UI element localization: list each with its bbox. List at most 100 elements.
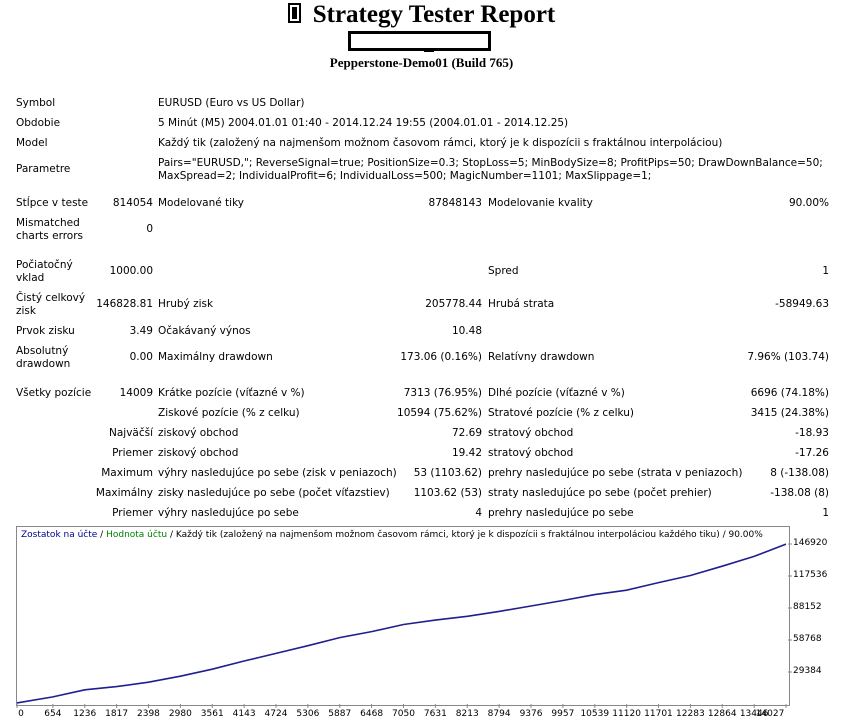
redaction-mark — [424, 51, 434, 52]
profit-trades-label: Ziskové pozície (% z celku) — [158, 407, 300, 419]
chart-legend: Zostatok na účte / Hodnota účtu / Každý … — [21, 530, 763, 540]
spread-label: Spred — [488, 265, 519, 277]
net-profit-label-2: zisk — [16, 305, 36, 317]
x-tick-label: 3561 — [200, 709, 224, 719]
x-tick-label: 12283 — [676, 709, 705, 719]
largest-profit-label: ziskový obchod — [158, 427, 239, 439]
largest-loss-value: -18.93 — [795, 427, 829, 439]
max-cons-loss-value: -138.08 (8) — [770, 487, 829, 499]
maximal-label: Maximálny — [95, 487, 153, 499]
y-tick-label: 29384 — [793, 666, 822, 676]
x-tick-label: 9376 — [519, 709, 543, 719]
max-cons-wins-value: 53 (1103.62) — [413, 467, 482, 479]
x-tick-label: 2980 — [168, 709, 192, 719]
mismatch-value: 0 — [146, 223, 153, 235]
report-title: Strategy Tester Report — [0, 0, 843, 30]
x-tick-label: 1817 — [105, 709, 129, 719]
x-tick-label: 12864 — [707, 709, 737, 719]
long-positions-value: 6696 (74.18%) — [750, 387, 829, 399]
x-tick-label: 2398 — [137, 709, 160, 719]
y-tick-label: 117536 — [793, 570, 828, 580]
gross-loss-value: -58949.63 — [775, 298, 829, 310]
params-label: Parametre — [16, 163, 71, 175]
quality-label: Modelovanie kvality — [488, 197, 593, 209]
deposit-value: 1000.00 — [109, 265, 153, 277]
average-label: Priemer — [112, 447, 153, 459]
net-profit-label-1: Čistý celkový — [16, 292, 86, 304]
mismatch-label-1: Mismatched — [16, 217, 80, 229]
x-tick-label: 654 — [44, 709, 62, 719]
avg-profit-label: ziskový obchod — [158, 447, 239, 459]
symbol-label: Symbol — [16, 97, 56, 109]
total-trades-label: Všetky pozície — [16, 387, 92, 399]
document-icon — [287, 3, 301, 23]
deposit-label-2: vklad — [16, 272, 45, 284]
total-trades-value: 14009 — [119, 387, 153, 399]
bars-label: Stĺpce v teste — [16, 197, 89, 209]
x-tick-label: 4724 — [264, 709, 288, 719]
x-tick-label: 8213 — [455, 709, 479, 719]
max-cons-profit-label: zisky nasledujúce po sebe (počet víťazst… — [158, 487, 390, 499]
model-value: Každý tik (založený na najmenšom možnom … — [158, 137, 723, 149]
legend-equity: Hodnota účtu — [106, 530, 168, 540]
short-positions-label: Krátke pozície (víťazné v %) — [158, 387, 305, 399]
x-tick-label: 7050 — [392, 709, 415, 719]
max-cons-profit-value: 1103.62 (53) — [413, 487, 482, 499]
gross-loss-label: Hrubá strata — [488, 298, 555, 310]
x-tick-label: 14027 — [755, 709, 785, 719]
avg-cons-wins-label: výhry nasledujúce po sebe — [158, 507, 299, 519]
max-drawdown-value: 173.06 (0.16%) — [400, 351, 482, 363]
x-tick-label: 5887 — [328, 709, 352, 719]
x-tick-label: 10539 — [580, 709, 610, 719]
largest-label: Najväčší — [108, 427, 153, 439]
loss-trades-label: Stratové pozície (% z celku) — [488, 407, 635, 419]
long-positions-label: Dlhé pozície (víťazné v %) — [488, 387, 625, 399]
largest-loss-label: stratový obchod — [488, 427, 574, 439]
x-tick-label: 6468 — [360, 709, 384, 719]
max-cons-losses-value: 8 (-138.08) — [770, 467, 829, 479]
payoff-value: 10.48 — [451, 325, 482, 337]
x-tick-label: 8794 — [487, 709, 511, 719]
net-profit-value: 146828.81 — [96, 298, 153, 310]
mismatch-label-2: charts errors — [16, 230, 83, 242]
bars-value: 814054 — [112, 197, 153, 209]
x-tick-label: 5306 — [296, 709, 320, 719]
abs-drawdown-label-1: Absolutný — [16, 345, 69, 357]
y-tick-label: 58768 — [793, 634, 822, 644]
legend-balance: Zostatok na účte — [21, 530, 98, 540]
x-tick-label: 7631 — [423, 709, 447, 719]
avg-cons-wins-value: 4 — [475, 507, 482, 519]
abs-drawdown-label-2: drawdown — [16, 358, 71, 370]
period-value: 5 Minút (M5) 2004.01.01 01:40 - 2014.12.… — [158, 117, 569, 129]
rel-drawdown-value: 7.96% (103.74) — [747, 351, 829, 363]
avg-cons-losses-label: prehry nasledujúce po sebe — [488, 507, 634, 519]
y-tick-label: 88152 — [793, 602, 822, 612]
y-tick-label: 146920 — [793, 538, 828, 548]
rel-drawdown-label: Relatívny drawdown — [488, 351, 595, 363]
largest-profit-value: 72.69 — [451, 427, 482, 439]
spread-value: 1 — [822, 265, 829, 277]
legend-separator: / — [97, 530, 107, 540]
average2-label: Priemer — [112, 507, 153, 519]
profit-factor-label: Prvok zisku — [16, 325, 75, 337]
model-label: Model — [16, 137, 48, 149]
max-cons-losses-label: prehry nasledujúce po sebe (strata v pen… — [488, 467, 743, 479]
ticks-value: 87848143 — [428, 197, 482, 209]
report-subtitle: Pepperstone-Demo01 (Build 765) — [329, 55, 514, 70]
balance-chart — [16, 526, 790, 706]
avg-loss-label: stratový obchod — [488, 447, 574, 459]
params-line-1: Pairs="EURUSD,"; ReverseSignal=true; Pos… — [158, 157, 823, 169]
max-cons-loss-label: straty nasledujúce po sebe (počet prehie… — [488, 487, 712, 499]
profit-factor-value: 3.49 — [129, 325, 153, 337]
deposit-label-1: Počiatočný — [16, 259, 73, 271]
avg-profit-value: 19.42 — [451, 447, 482, 459]
max-cons-wins-label: výhry nasledujúce po sebe (zisk v peniaz… — [158, 467, 397, 479]
gross-profit-value: 205778.44 — [425, 298, 482, 310]
abs-drawdown-value: 0.00 — [129, 351, 153, 363]
avg-cons-losses-value: 1 — [822, 507, 829, 519]
symbol-value: EURUSD (Euro vs US Dollar) — [158, 97, 305, 109]
x-tick-label: 1236 — [73, 709, 97, 719]
x-tick-label: 11120 — [612, 709, 641, 719]
redaction-box — [348, 31, 491, 51]
